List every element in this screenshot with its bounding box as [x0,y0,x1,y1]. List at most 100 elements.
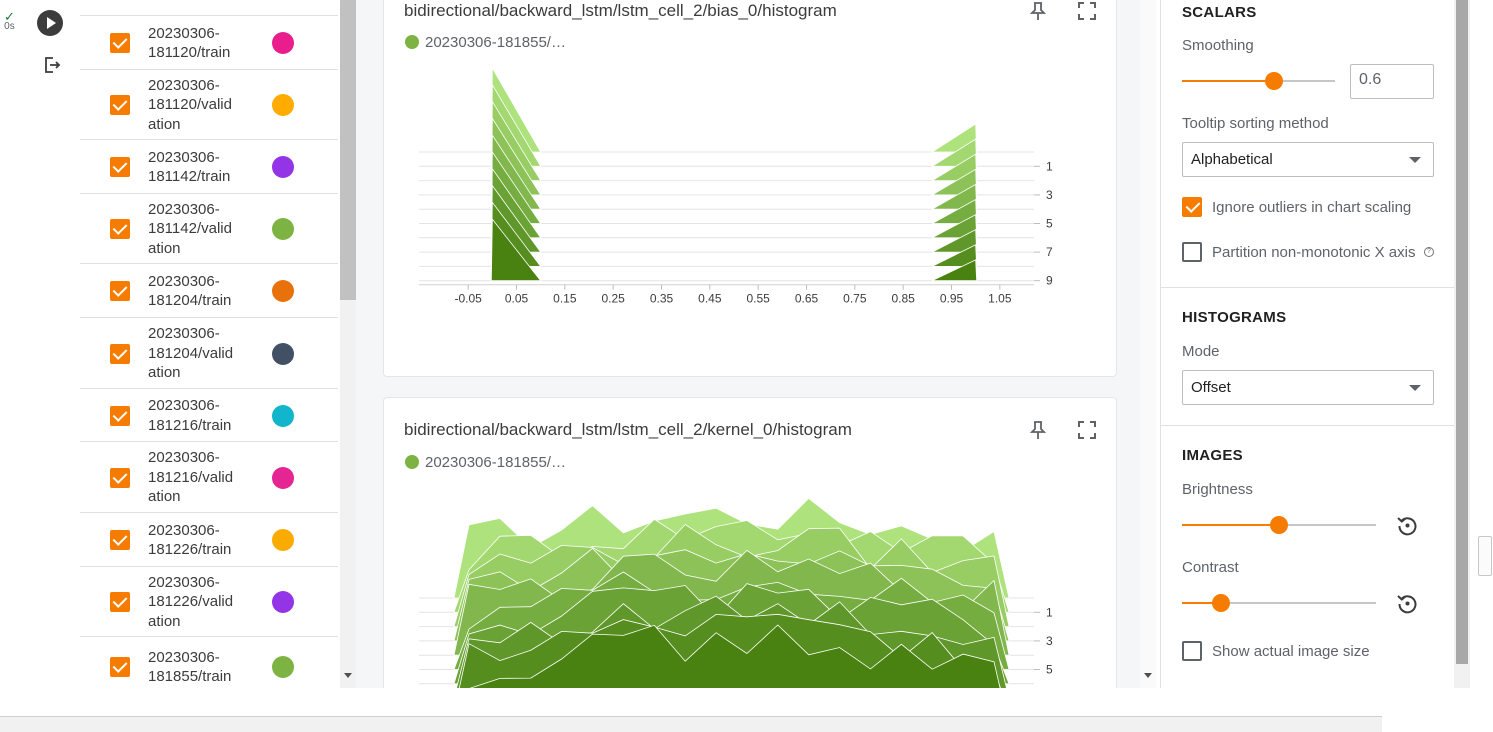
run-checkbox[interactable] [110,343,130,364]
histogram-slice [490,218,978,282]
run-color-dot[interactable] [272,591,294,613]
dropdown-arrow-icon [1409,157,1421,163]
histogram-mode-label: Mode [1182,343,1220,360]
actual-image-size-checkbox[interactable] [1182,641,1202,661]
run-color-dot[interactable] [272,529,294,551]
reset-contrast-icon[interactable] [1395,591,1419,615]
smoothing-slider-fill [1182,80,1274,82]
main-scrollbar[interactable] [1140,0,1156,688]
runs-scrollbar-thumb[interactable] [340,0,356,300]
scroll-down-arrow-icon[interactable] [1144,673,1152,678]
histogram-slice [469,624,1001,688]
run-row[interactable]: 20230306- 181204/train [80,264,338,318]
scalars-section-title: SCALARS [1182,4,1257,21]
histogram-slice [490,201,978,267]
run-row[interactable]: ation [80,0,338,16]
run-row[interactable]: 20230306- 181142/train [80,140,338,194]
run-checkbox[interactable] [110,405,130,426]
tooltip-sorting-select[interactable]: Alphabetical [1182,142,1434,177]
reset-brightness-icon[interactable] [1395,513,1419,537]
y-tick-label: 1 [1046,159,1053,173]
run-color-dot[interactable] [272,404,294,427]
histograms-panel: bidirectional/backward_lstm/lstm_cell_2/… [356,0,1156,688]
page-vertical-scrollbar-thumb[interactable] [1478,536,1492,576]
run-checkbox[interactable] [110,467,130,488]
smoothing-label: Smoothing [1182,37,1254,54]
run-color-dot[interactable] [272,156,294,178]
run-row[interactable]: 20230306- 181216/train [80,389,338,442]
pin-icon[interactable] [1028,420,1048,440]
run-row[interactable]: 20230306- 181120/train [80,16,338,70]
run-checkbox[interactable] [110,592,130,612]
run-name-line: 181855/train [148,668,232,685]
x-tick-label: 0.35 [650,292,674,306]
run-color-dot[interactable] [272,32,294,54]
brightness-slider-knob[interactable] [1270,516,1288,534]
run-cell-button[interactable] [37,10,63,36]
run-name-line: 181204/train [148,292,232,309]
run-color-dot[interactable] [272,466,294,489]
smoothing-input[interactable]: 0.6 [1350,64,1434,99]
run-color-dot[interactable] [272,342,294,365]
y-tick-label: 1 [1046,605,1053,619]
histogram-chart: -0.05 0.05 0.15 0.25 0.35 0.45 0.55 0.65 0.75 0.8… [419,66,1053,306]
run-name: 20230306- 181216/train [148,396,258,435]
run-row[interactable]: 20230306- 181216/valid ation [80,442,338,513]
run-row[interactable]: 20230306- 181855/train [80,637,338,688]
run-name: 20230306- 181204/train [148,272,258,311]
pin-icon[interactable] [1028,1,1048,21]
histogram-mode-select[interactable]: Offset [1182,370,1434,405]
smoothing-slider-knob[interactable] [1264,72,1283,90]
legend-color-dot [405,35,419,49]
run-row[interactable]: 20230306- 181204/valid ation [80,318,338,389]
page-horizontal-scrollbar[interactable] [0,716,1382,732]
tooltip-sorting-label: Tooltip sorting method [1182,115,1329,132]
run-name: 20230306- 181216/valid ation [148,448,258,507]
run-name-line: 20230306- [148,272,220,290]
run-color-dot[interactable] [272,656,294,678]
run-name-line: ation [148,0,258,1]
contrast-slider-knob[interactable] [1211,594,1230,612]
run-color-dot[interactable] [272,280,294,302]
run-checkbox[interactable] [110,157,130,177]
run-row[interactable]: 20230306- 181226/valid ation [80,567,338,637]
runs-scrollbar[interactable] [340,0,356,688]
run-checkbox[interactable] [110,95,130,115]
run-name: 20230306- 181226/valid ation [148,573,258,632]
run-checkbox[interactable] [110,530,130,550]
settings-scrollbar[interactable] [1454,0,1470,688]
output-exit-icon[interactable] [42,55,62,75]
run-row[interactable]: 20230306- 181120/valid ation [80,70,338,140]
ignore-outliers-checkbox[interactable] [1182,197,1202,217]
y-tick-label: 3 [1046,188,1053,202]
tooltip-sorting-value: Alphabetical [1191,151,1273,168]
settings-scrollbar-thumb[interactable] [1456,0,1468,664]
histogram-card: bidirectional/backward_lstm/lstm_cell_2/… [383,397,1117,688]
scroll-down-arrow-icon[interactable] [344,673,352,678]
contrast-slider-fill [1182,602,1221,604]
run-name: 20230306- 181120/valid ation [148,76,258,135]
ignore-outliers-label: Ignore outliers in chart scaling [1212,199,1412,216]
run-row[interactable]: 20230306- 181226/train [80,513,338,567]
run-checkbox[interactable] [110,281,130,301]
run-name: 20230306- 181120/train [148,24,258,63]
x-tick-label: 0.65 [795,292,819,306]
histogram-slice [490,83,978,167]
histogram-card: bidirectional/backward_lstm/lstm_cell_2/… [383,0,1117,377]
fullscreen-icon[interactable] [1077,420,1097,440]
run-checkbox[interactable] [110,657,130,677]
run-name-line: 20230306- [148,521,220,539]
histogram-mode-value: Offset [1191,379,1231,396]
run-color-dot[interactable] [272,94,294,116]
contrast-slider-track[interactable] [1182,602,1376,604]
notebook-gutter: ✓ 0s [0,0,80,690]
run-checkbox[interactable] [110,33,130,53]
run-checkbox[interactable] [110,219,130,239]
run-row[interactable]: 20230306- 181142/valid ation [80,194,338,264]
partition-x-axis-checkbox[interactable] [1182,242,1202,262]
help-icon[interactable]: ? [1424,247,1434,257]
run-color-dot[interactable] [272,218,294,240]
fullscreen-icon[interactable] [1077,1,1097,21]
section-divider [1161,287,1454,288]
